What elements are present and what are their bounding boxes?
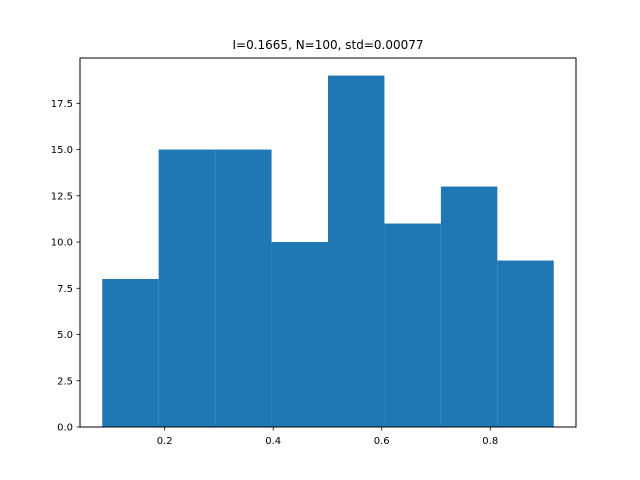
chart-title: I=0.1665, N=100, std=0.00077 [232,38,423,52]
plot-frame [79,57,577,428]
y-tick-label: 15.0 [51,145,73,156]
x-axis: 0.2 0.4 0.6 0.8 [157,427,498,447]
bars-group [102,75,554,428]
y-axis: 0.0 2.5 5.0 7.5 10.0 12.5 15.0 17.5 [51,99,80,434]
x-tick-label: 0.6 [374,436,390,447]
histogram-bar-3 [215,149,272,427]
y-tick-label: 17.5 [51,99,73,110]
y-tick-label: 0.0 [57,423,73,434]
histogram-bar-7 [440,186,498,427]
y-tick-label: 5.0 [57,330,73,341]
y-tick-label: 10.0 [51,238,73,249]
x-tick-label: 0.4 [265,436,281,447]
x-tick-label: 0.2 [157,436,173,447]
histogram-bar-8 [497,260,554,427]
histogram-bar-4 [271,242,328,427]
x-tick-label: 0.8 [482,436,498,447]
y-tick-label: 12.5 [51,191,73,202]
y-tick-label: 7.5 [57,284,73,295]
histogram-bar-6 [384,223,441,427]
histogram-bar-5 [328,75,385,428]
y-tick-label: 2.5 [57,376,73,387]
histogram-bar-2 [158,149,216,427]
histogram-bar-1 [102,279,159,427]
